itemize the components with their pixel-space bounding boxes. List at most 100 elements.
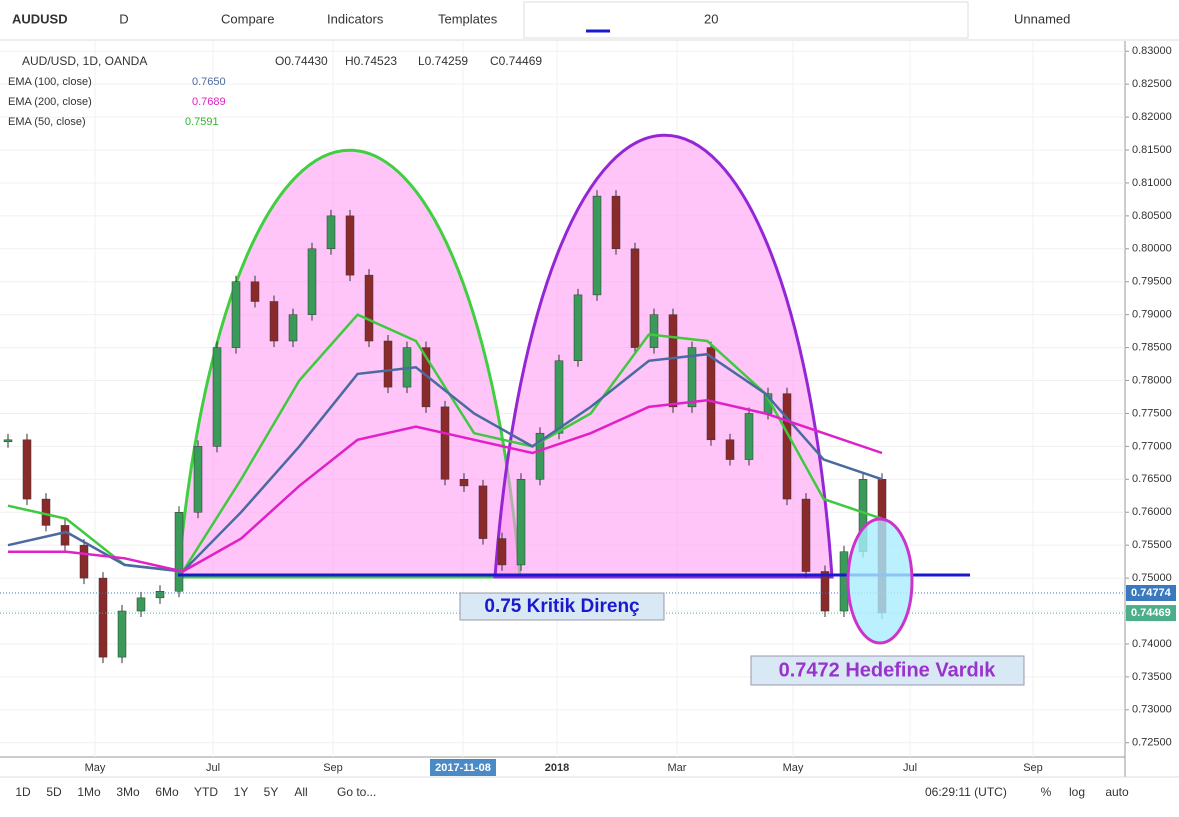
cup-right	[493, 133, 834, 579]
ema-line	[8, 399, 883, 573]
candle	[820, 571, 830, 612]
ohlc: C0.74469	[490, 54, 542, 68]
candle	[478, 485, 488, 539]
candle	[630, 248, 640, 348]
annotation: 0.7472 Hedefine Vardık	[779, 659, 997, 681]
candle	[326, 215, 336, 250]
candle	[611, 195, 621, 250]
y-tick-label: 0.82500	[1132, 78, 1172, 90]
candle	[193, 446, 203, 513]
range-button[interactable]: 3Mo	[116, 785, 140, 799]
toolbar-item[interactable]: Compare	[221, 11, 274, 26]
range-button[interactable]: 5Y	[264, 785, 279, 799]
range-button[interactable]: 6Mo	[155, 785, 179, 799]
crosshair-date-box	[430, 759, 496, 776]
x-tick-label: 2018	[545, 762, 569, 774]
y-tick-label: 0.76000	[1132, 506, 1172, 518]
candle	[725, 439, 735, 460]
annotation-box	[459, 592, 665, 621]
candle	[744, 413, 754, 460]
range-button[interactable]: 1Mo	[77, 785, 101, 799]
candle	[706, 347, 716, 441]
size[interactable]: 20	[704, 11, 718, 26]
range-button[interactable]: 1D	[15, 785, 31, 799]
clock: 06:29:11 (UTC)	[925, 785, 1007, 799]
candle	[231, 281, 241, 348]
candle	[801, 498, 811, 572]
y-tick-label: 0.78500	[1132, 341, 1172, 353]
indicator-value: 0.7689	[192, 96, 226, 108]
y-tick-label: 0.79500	[1132, 276, 1172, 288]
candle	[174, 511, 184, 592]
layout-name[interactable]: Unnamed	[1014, 11, 1070, 26]
candle	[136, 597, 146, 612]
x-tick-label: Jul	[903, 762, 917, 774]
indicator-name: EMA (50, close)	[8, 116, 86, 128]
plot: 0.74774 0.74469	[0, 190, 1176, 664]
annotation-box	[750, 655, 1025, 686]
axis-option[interactable]: log	[1069, 785, 1085, 799]
y-tick-label: 0.75500	[1132, 539, 1172, 551]
bottombar: 1D 5D 1Mo 3Mo 6Mo YTD 1Y 5Y All Go to... 06:29:11 …	[15, 785, 1129, 799]
legend-title: AUD/USD, 1D, OANDA	[22, 54, 147, 68]
candle	[440, 406, 450, 480]
price-label: 0.74469	[1131, 607, 1171, 619]
axis-option[interactable]: auto	[1105, 785, 1129, 799]
ohlc: H0.74523	[345, 54, 397, 68]
ohlc: O0.74430	[275, 54, 328, 68]
y-tick-label: 0.74000	[1132, 638, 1172, 650]
x-tick-label: Sep	[1023, 762, 1043, 774]
candle	[687, 347, 697, 408]
y-tick-label: 0.83000	[1132, 45, 1172, 57]
y-tick-label: 0.77000	[1132, 440, 1172, 452]
candle	[3, 439, 13, 443]
x-tick-label: Sep	[323, 762, 343, 774]
toolbar-item[interactable]: Templates	[438, 11, 498, 26]
symbol[interactable]: AUDUSD	[12, 11, 68, 26]
ohlc: L0.74259	[418, 54, 468, 68]
candle	[516, 479, 526, 566]
range-button[interactable]: 1Y	[234, 785, 249, 799]
axis-option[interactable]: %	[1041, 785, 1052, 799]
range-button[interactable]: All	[294, 785, 307, 799]
price-label: 0.74774	[1131, 587, 1172, 599]
drawing-toolbar	[523, 1, 969, 39]
y-tick-label: 0.79000	[1132, 309, 1172, 321]
candle	[79, 544, 89, 579]
range-button[interactable]: YTD	[194, 785, 218, 799]
x-tick-label: 2017-11-08	[435, 762, 491, 774]
y-tick-label: 0.75000	[1132, 572, 1172, 584]
indicator-value: 0.7650	[192, 76, 226, 88]
candle	[364, 274, 374, 342]
candle	[535, 432, 545, 480]
target-ellipse	[846, 517, 914, 645]
candle	[383, 340, 393, 388]
y-tick-label: 0.72500	[1132, 737, 1172, 749]
candle	[269, 301, 279, 342]
candle	[60, 525, 70, 546]
ema-line	[7, 352, 883, 573]
interval[interactable]: D	[119, 11, 128, 26]
y-tick-label: 0.73000	[1132, 704, 1172, 716]
candle	[22, 439, 32, 500]
x-tick-label: May	[783, 762, 804, 774]
y-tick-label: 0.77500	[1132, 407, 1172, 419]
candle	[782, 393, 792, 500]
candle	[212, 347, 222, 447]
candle	[98, 577, 108, 658]
y-tick-label: 0.82000	[1132, 111, 1172, 123]
toolbar-item[interactable]: Indicators	[327, 11, 384, 26]
annotation: 0.75 Kritik Direnç	[484, 596, 640, 617]
indicator-value: 0.7591	[185, 116, 219, 128]
candle	[155, 591, 165, 599]
candle	[117, 610, 127, 658]
x-tick-label: Jul	[206, 762, 220, 774]
range-button[interactable]: 5D	[46, 785, 62, 799]
y-tick-label: 0.81000	[1132, 177, 1172, 189]
candle	[592, 195, 602, 296]
indicator-name: EMA (100, close)	[8, 76, 92, 88]
y-tick-label: 0.80500	[1132, 210, 1172, 222]
candle	[288, 314, 298, 342]
goto[interactable]: Go to...	[337, 785, 376, 799]
